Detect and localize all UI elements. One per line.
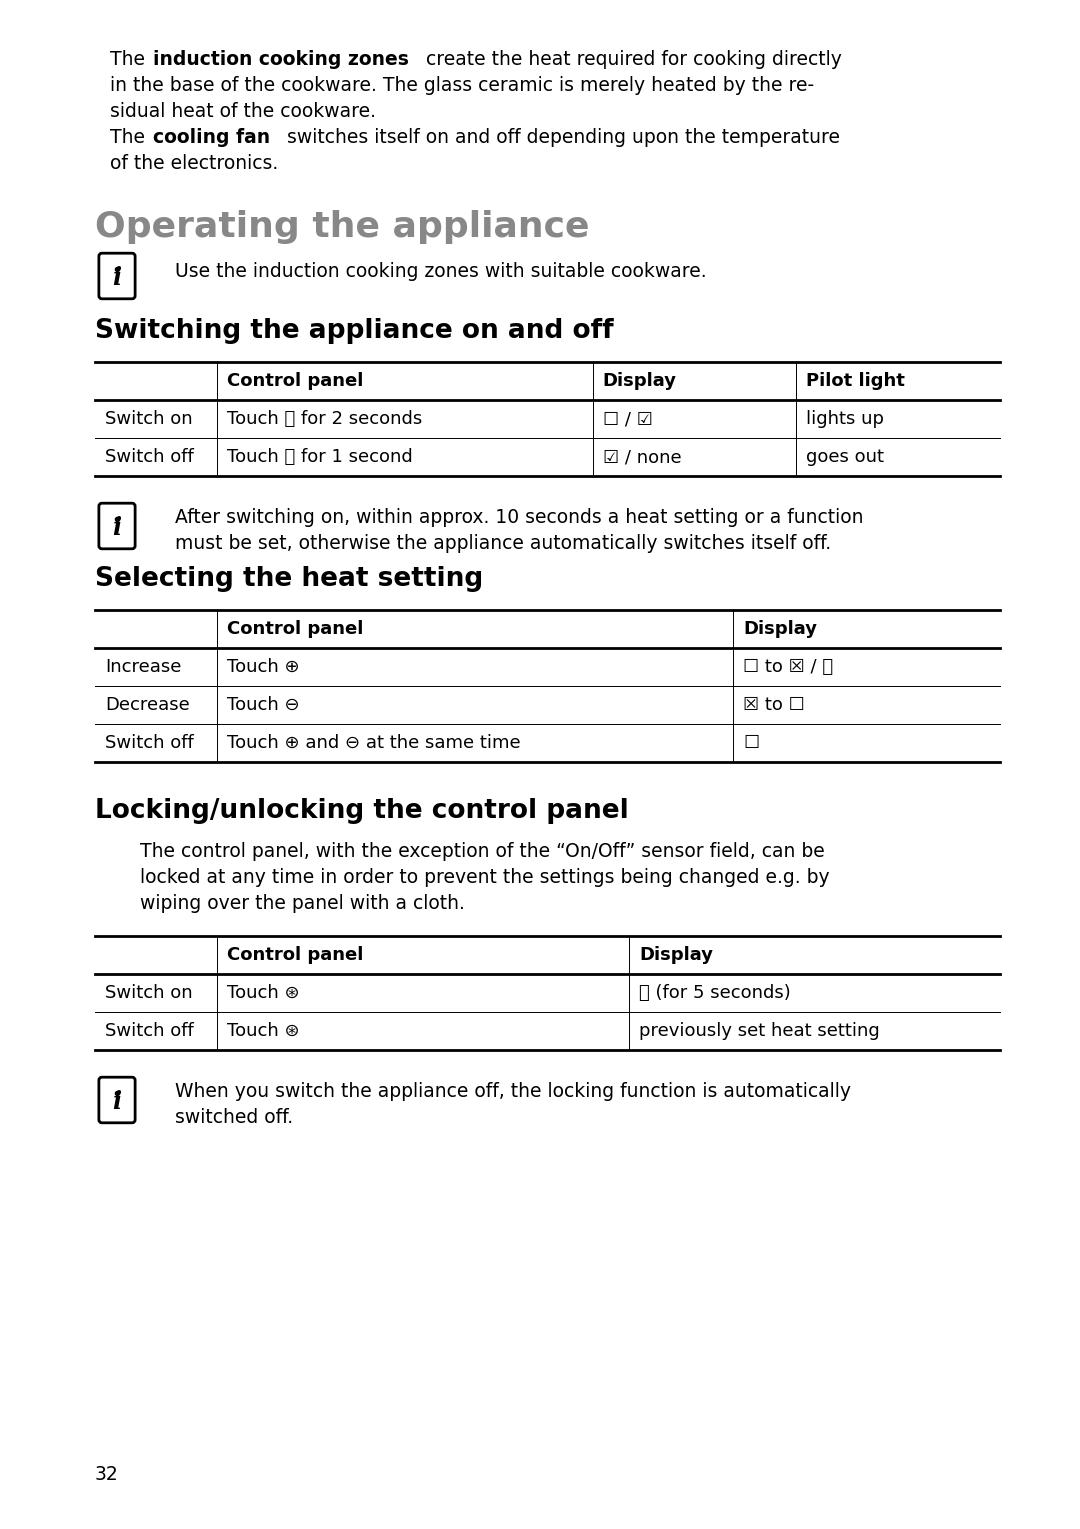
Text: lights up: lights up — [807, 410, 885, 428]
Text: cooling fan: cooling fan — [152, 128, 270, 147]
Text: wiping over the panel with a cloth.: wiping over the panel with a cloth. — [140, 894, 464, 913]
Text: Touch ⊕ and ⊖ at the same time: Touch ⊕ and ⊖ at the same time — [227, 734, 521, 752]
FancyBboxPatch shape — [99, 1078, 135, 1122]
Text: Use the induction cooking zones with suitable cookware.: Use the induction cooking zones with sui… — [175, 261, 706, 281]
Text: Selecting the heat setting: Selecting the heat setting — [95, 566, 483, 592]
Text: i: i — [112, 1090, 122, 1113]
Text: induction cooking zones: induction cooking zones — [152, 50, 408, 69]
Text: of the electronics.: of the electronics. — [110, 154, 279, 173]
Text: ☑ / none: ☑ / none — [603, 448, 681, 466]
Text: After switching on, within approx. 10 seconds a heat setting or a function: After switching on, within approx. 10 se… — [175, 508, 864, 528]
Text: ☒ to ☐: ☒ to ☐ — [743, 696, 805, 714]
Text: i: i — [112, 515, 122, 540]
Text: create the heat required for cooking directly: create the heat required for cooking dir… — [420, 50, 842, 69]
Text: The: The — [110, 50, 151, 69]
Text: Decrease: Decrease — [105, 696, 190, 714]
Text: Switch off: Switch off — [105, 448, 193, 466]
Text: The control panel, with the exception of the “On/Off” sensor field, can be: The control panel, with the exception of… — [140, 842, 825, 861]
Text: Operating the appliance: Operating the appliance — [95, 209, 590, 245]
FancyBboxPatch shape — [99, 503, 135, 549]
Text: Control panel: Control panel — [227, 372, 364, 390]
Text: Locking/unlocking the control panel: Locking/unlocking the control panel — [95, 798, 629, 824]
Text: 32: 32 — [95, 1465, 119, 1485]
Text: in the base of the cookware. The glass ceramic is merely heated by the re-: in the base of the cookware. The glass c… — [110, 76, 814, 95]
Text: Display: Display — [639, 946, 713, 963]
Text: Touch ⊕: Touch ⊕ — [227, 657, 300, 676]
Text: Increase: Increase — [105, 657, 181, 676]
Text: Display: Display — [743, 619, 818, 638]
Text: Touch ⊛: Touch ⊛ — [227, 1021, 300, 1040]
Text: ☐: ☐ — [743, 734, 759, 752]
Text: When you switch the appliance off, the locking function is automatically: When you switch the appliance off, the l… — [175, 1083, 851, 1101]
Text: switched off.: switched off. — [175, 1109, 293, 1127]
Text: The: The — [110, 128, 151, 147]
Text: Touch Ⓘ for 2 seconds: Touch Ⓘ for 2 seconds — [227, 410, 422, 428]
Text: Ⓛ (for 5 seconds): Ⓛ (for 5 seconds) — [639, 985, 791, 1001]
Text: Touch ⊖: Touch ⊖ — [227, 696, 300, 714]
Text: Switching the appliance on and off: Switching the appliance on and off — [95, 318, 613, 344]
Text: Touch ⊛: Touch ⊛ — [227, 985, 300, 1001]
Text: Touch Ⓘ for 1 second: Touch Ⓘ for 1 second — [227, 448, 413, 466]
Text: Control panel: Control panel — [227, 946, 364, 963]
Text: Pilot light: Pilot light — [807, 372, 905, 390]
FancyBboxPatch shape — [99, 254, 135, 298]
Text: sidual heat of the cookware.: sidual heat of the cookware. — [110, 102, 376, 121]
Text: Control panel: Control panel — [227, 619, 364, 638]
Text: ☐ / ☑: ☐ / ☑ — [603, 410, 652, 428]
Text: ☐ to ☒ / Ⓟ: ☐ to ☒ / Ⓟ — [743, 657, 833, 676]
Text: Display: Display — [603, 372, 677, 390]
Text: Switch off: Switch off — [105, 1021, 193, 1040]
Text: Switch on: Switch on — [105, 410, 192, 428]
Text: Switch on: Switch on — [105, 985, 192, 1001]
Text: switches itself on and off depending upon the temperature: switches itself on and off depending upo… — [281, 128, 839, 147]
Text: i: i — [112, 266, 122, 289]
Text: Switch off: Switch off — [105, 734, 193, 752]
Text: goes out: goes out — [807, 448, 885, 466]
Text: locked at any time in order to prevent the settings being changed e.g. by: locked at any time in order to prevent t… — [140, 868, 829, 887]
Text: previously set heat setting: previously set heat setting — [639, 1021, 880, 1040]
Text: must be set, otherwise the appliance automatically switches itself off.: must be set, otherwise the appliance aut… — [175, 534, 832, 553]
